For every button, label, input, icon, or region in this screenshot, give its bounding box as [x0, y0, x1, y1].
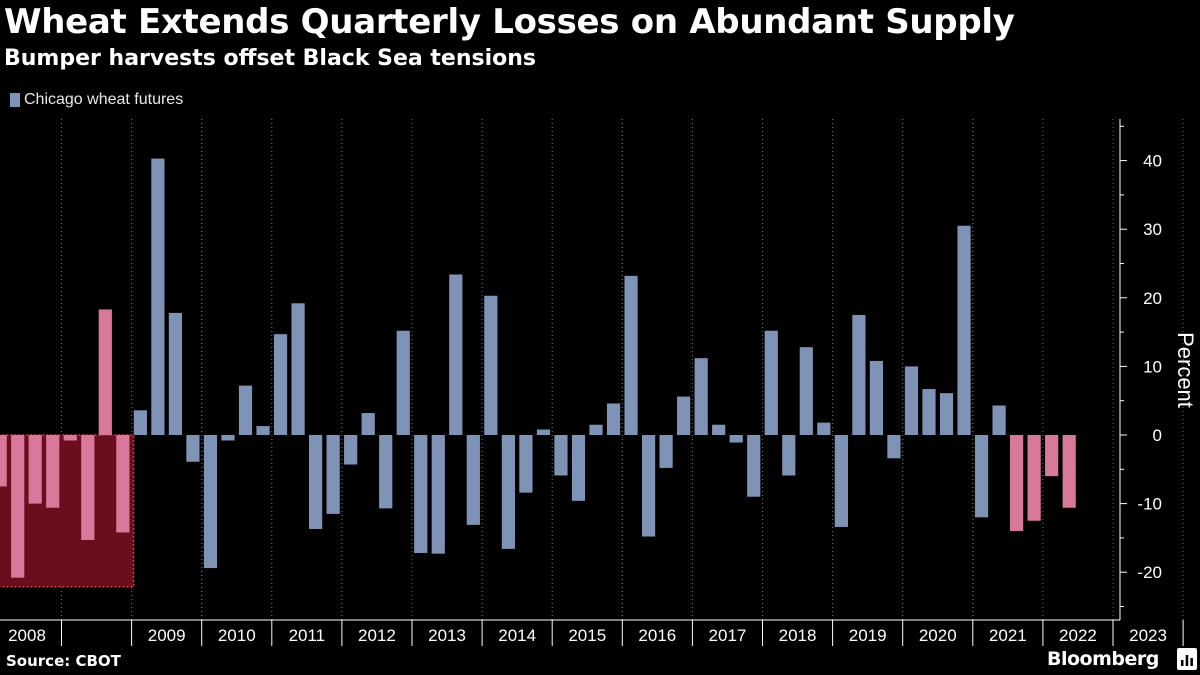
bar-2008Q1: [0, 435, 7, 487]
x-tick-label: 2020: [919, 626, 957, 645]
bar-2012Q3: [309, 435, 323, 529]
bar-2017Q4: [677, 396, 691, 435]
bar-2008Q2: [11, 435, 25, 578]
bar-2011Q4: [256, 426, 270, 435]
bar-2020Q1: [834, 435, 848, 527]
bar-2015Q3: [519, 435, 533, 493]
bar-2018Q1: [694, 358, 708, 435]
x-tick-label: 2013: [428, 626, 466, 645]
bar-2014Q2: [431, 435, 445, 554]
legend-swatch: [10, 93, 20, 107]
x-tick-label: 2010: [218, 626, 256, 645]
bar-2015Q4: [536, 429, 551, 435]
bar-2016Q1: [554, 435, 568, 476]
bar-2011Q2: [221, 435, 235, 441]
bar-2009Q1: [63, 435, 77, 441]
bar-2009Q3: [98, 309, 112, 435]
bar-2008Q4: [46, 435, 60, 508]
bar-2010Q4: [186, 435, 200, 462]
bar-2020Q4: [887, 435, 901, 459]
bar-2013Q3: [379, 435, 393, 509]
bar-2021Q4: [957, 225, 971, 435]
x-tick-label: 2022: [1059, 626, 1097, 645]
bar-2018Q2: [712, 424, 726, 435]
bar-2016Q4: [606, 403, 621, 435]
x-tick-label: 2015: [568, 626, 606, 645]
bar-2017Q1: [624, 275, 638, 435]
chart-subtitle: Bumper harvests offset Black Sea tension…: [4, 46, 537, 71]
bar-2020Q3: [869, 360, 884, 435]
x-tick-label: 2011: [289, 626, 326, 645]
source-note: Source: CBOT: [6, 652, 121, 670]
bar-2013Q1: [344, 435, 358, 465]
bar-2011Q1: [203, 435, 218, 569]
x-tick-label: 2018: [779, 626, 817, 645]
bar-2022Q4: [1027, 435, 1041, 521]
bar-2017Q2: [641, 435, 656, 537]
bar-2021Q3: [939, 393, 954, 435]
bar-2012Q2: [291, 303, 305, 435]
bar-2009Q2: [81, 435, 95, 540]
bar-2023Q2: [1062, 435, 1076, 508]
bar-2012Q4: [326, 435, 340, 514]
x-tick-label: 2009: [148, 626, 186, 645]
bar-2019Q1: [764, 330, 778, 435]
bar-2022Q2: [992, 405, 1006, 435]
y-tick-label: -20: [1137, 563, 1162, 582]
bar-2015Q1: [484, 295, 498, 435]
y-tick-label: 0: [1153, 426, 1162, 445]
y-tick-label: 30: [1143, 220, 1162, 239]
bar-2015Q2: [501, 435, 515, 549]
x-tick-label: 2019: [849, 626, 887, 645]
bar-2019Q3: [799, 347, 813, 435]
bar-2013Q2: [361, 413, 375, 435]
bar-2010Q1: [133, 410, 147, 435]
bar-2019Q4: [817, 422, 831, 435]
legend: Chicago wheat futures: [10, 91, 183, 109]
chart-icon: [1177, 648, 1197, 670]
y-tick-label: 40: [1143, 152, 1162, 171]
bar-2016Q2: [571, 435, 586, 501]
chart-title: Wheat Extends Quarterly Losses on Abunda…: [4, 2, 1015, 42]
bar-2022Q3: [1010, 435, 1024, 532]
bar-2010Q3: [168, 312, 183, 435]
bar-2009Q4: [116, 435, 130, 533]
x-tick-label: 2021: [989, 626, 1027, 645]
bar-2021Q2: [922, 389, 936, 435]
bar-2019Q2: [782, 435, 796, 476]
bar-2022Q1: [974, 435, 989, 518]
x-tick-label: 2023: [1129, 626, 1167, 645]
bar-2008Q3: [28, 435, 42, 504]
bar-2017Q3: [659, 435, 673, 468]
x-tick-label: 2008: [8, 626, 46, 645]
bar-2018Q3: [729, 435, 743, 443]
legend-label: Chicago wheat futures: [24, 91, 184, 108]
bar-2012Q1: [273, 334, 288, 435]
bar-2011Q3: [238, 385, 253, 435]
x-tick-label: 2016: [638, 626, 676, 645]
bar-2023Q1: [1045, 435, 1059, 477]
y-tick-label: -10: [1137, 495, 1162, 514]
bar-2014Q1: [414, 435, 428, 553]
bar-2014Q4: [466, 435, 480, 525]
brand-logo: Bloomberg: [1047, 648, 1159, 670]
bar-2013Q4: [396, 330, 410, 435]
bar-2020Q2: [852, 314, 866, 435]
bar-2014Q3: [449, 274, 463, 435]
bar-2021Q1: [904, 366, 919, 435]
x-tick-label: 2012: [358, 626, 396, 645]
x-tick-label: 2017: [709, 626, 747, 645]
bar-2016Q3: [589, 424, 603, 435]
bar-2018Q4: [747, 435, 761, 497]
x-tick-label: 2014: [498, 626, 536, 645]
bar-2010Q2: [151, 158, 165, 436]
y-axis-title: Percent: [1173, 332, 1198, 408]
y-tick-label: 10: [1143, 357, 1162, 376]
y-tick-label: 20: [1143, 289, 1162, 308]
